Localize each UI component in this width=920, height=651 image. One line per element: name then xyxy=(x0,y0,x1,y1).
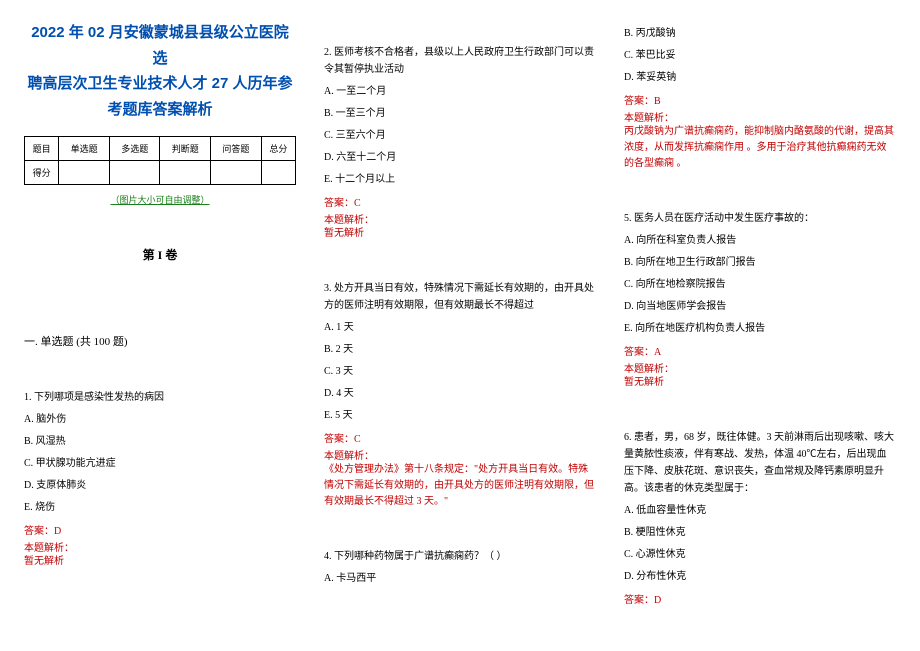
th-qa: 问答题 xyxy=(211,137,262,161)
td-empty xyxy=(211,161,262,185)
resize-note: （图片大小可自由调整） xyxy=(24,193,296,206)
q1-stem: 1. 下列哪项是感染性发热的病因 xyxy=(24,389,296,406)
q3-opt-e: E. 5 天 xyxy=(324,408,596,424)
q4-opt-d: D. 苯妥英钠 xyxy=(624,70,896,86)
td-empty xyxy=(261,161,295,185)
q3-opt-c: C. 3 天 xyxy=(324,364,596,380)
q3-ana-label: 本题解析： xyxy=(324,447,596,462)
q5-opt-a: A. 向所在科室负责人报告 xyxy=(624,233,896,249)
q3-opt-b: B. 2 天 xyxy=(324,342,596,358)
q2-opt-c: C. 三至六个月 xyxy=(324,128,596,144)
section-1-header: 第 I 卷 xyxy=(24,246,296,263)
q6-answer: 答案：D xyxy=(624,591,896,606)
td-score-label: 得分 xyxy=(25,161,59,185)
q3-answer: 答案：C xyxy=(324,430,596,445)
q1-opt-a: A. 脑外伤 xyxy=(24,412,296,428)
column-3: B. 丙戊酸钠 C. 苯巴比妥 D. 苯妥英钠 答案：B 本题解析： 丙戊酸钠为… xyxy=(624,20,896,608)
th-single: 单选题 xyxy=(59,137,110,161)
q2-stem: 2. 医师考核不合格者，县级以上人民政府卫生行政部门可以责令其暂停执业活动 xyxy=(324,44,596,78)
q2-answer: 答案：C xyxy=(324,194,596,209)
title-line-2: 聘高层次卫生专业技术人才 27 人历年参 xyxy=(27,75,292,92)
q2-ana: 暂无解析 xyxy=(324,226,596,242)
q5-ana-label: 本题解析： xyxy=(624,360,896,375)
th-topic: 题目 xyxy=(25,137,59,161)
page-root: 2022 年 02 月安徽蒙城县县级公立医院选 聘高层次卫生专业技术人才 27 … xyxy=(24,20,896,608)
q1-opt-d: D. 支原体肺炎 xyxy=(24,478,296,494)
q4-ana-label: 本题解析： xyxy=(624,109,896,124)
q5-opt-c: C. 向所在地检察院报告 xyxy=(624,277,896,293)
q6-opt-b: B. 梗阻性休克 xyxy=(624,525,896,541)
title-line-1: 2022 年 02 月安徽蒙城县县级公立医院选 xyxy=(31,24,289,67)
q4-opt-a: A. 卡马西平 xyxy=(324,571,596,587)
q6-stem: 6. 患者，男，68 岁，既往体健。3 天前淋雨后出现咳嗽、咳大量黄脓性痰液，伴… xyxy=(624,429,896,497)
q1-ana-label: 本题解析： xyxy=(24,539,296,554)
title-line-3: 考题库答案解析 xyxy=(107,101,212,118)
column-2: 2. 医师考核不合格者，县级以上人民政府卫生行政部门可以责令其暂停执业活动 A.… xyxy=(324,20,596,608)
q5-opt-e: E. 向所在地医疗机构负责人报告 xyxy=(624,321,896,337)
q2-opt-b: B. 一至三个月 xyxy=(324,106,596,122)
th-multi: 多选题 xyxy=(109,137,160,161)
td-empty xyxy=(160,161,211,185)
q4-answer: 答案：B xyxy=(624,92,896,107)
q1-answer: 答案：D xyxy=(24,522,296,537)
column-1: 2022 年 02 月安徽蒙城县县级公立医院选 聘高层次卫生专业技术人才 27 … xyxy=(24,20,296,608)
q2-opt-a: A. 一至二个月 xyxy=(324,84,596,100)
q3-opt-d: D. 4 天 xyxy=(324,386,596,402)
q1-opt-c: C. 甲状腺功能亢进症 xyxy=(24,456,296,472)
q1-ana: 暂无解析 xyxy=(24,554,296,570)
q1-opt-b: B. 风湿热 xyxy=(24,434,296,450)
q3-ana: 《处方管理办法》第十八条规定："处方开具当日有效。特殊情况下需延长有效期的，由开… xyxy=(324,462,596,510)
q5-opt-d: D. 向当地医师学会报告 xyxy=(624,299,896,315)
q5-answer: 答案：A xyxy=(624,343,896,358)
q5-stem: 5. 医务人员在医疗活动中发生医疗事故的： xyxy=(624,210,896,227)
single-choice-header: 一. 单选题 (共 100 题) xyxy=(24,333,296,349)
q5-opt-b: B. 向所在地卫生行政部门报告 xyxy=(624,255,896,271)
q3-opt-a: A. 1 天 xyxy=(324,320,596,336)
q6-opt-d: D. 分布性休克 xyxy=(624,569,896,585)
q6-opt-a: A. 低血容量性休克 xyxy=(624,503,896,519)
td-empty xyxy=(109,161,160,185)
q2-opt-d: D. 六至十二个月 xyxy=(324,150,596,166)
th-judge: 判断题 xyxy=(160,137,211,161)
table-row: 得分 xyxy=(25,161,296,185)
q4-opt-c: C. 苯巴比妥 xyxy=(624,48,896,64)
q4-stem: 4. 下列哪种药物属于广谱抗癫痫药？（ ） xyxy=(324,548,596,565)
q5-ana: 暂无解析 xyxy=(624,375,896,391)
q6-opt-c: C. 心源性休克 xyxy=(624,547,896,563)
doc-title: 2022 年 02 月安徽蒙城县县级公立医院选 聘高层次卫生专业技术人才 27 … xyxy=(24,20,296,122)
q1-opt-e: E. 烧伤 xyxy=(24,500,296,516)
q2-ana-label: 本题解析： xyxy=(324,211,596,226)
q4-ana: 丙戊酸钠为广谱抗癫痫药，能抑制脑内酪氨酸的代谢，提高其浓度，从而发挥抗癫痫作用 … xyxy=(624,124,896,172)
score-table: 题目 单选题 多选题 判断题 问答题 总分 得分 xyxy=(24,136,296,185)
th-total: 总分 xyxy=(261,137,295,161)
q2-opt-e: E. 十二个月以上 xyxy=(324,172,596,188)
td-empty xyxy=(59,161,110,185)
table-row: 题目 单选题 多选题 判断题 问答题 总分 xyxy=(25,137,296,161)
q3-stem: 3. 处方开具当日有效，特殊情况下需延长有效期的，由开具处方的医师注明有效期限，… xyxy=(324,280,596,314)
q4-opt-b: B. 丙戊酸钠 xyxy=(624,26,896,42)
